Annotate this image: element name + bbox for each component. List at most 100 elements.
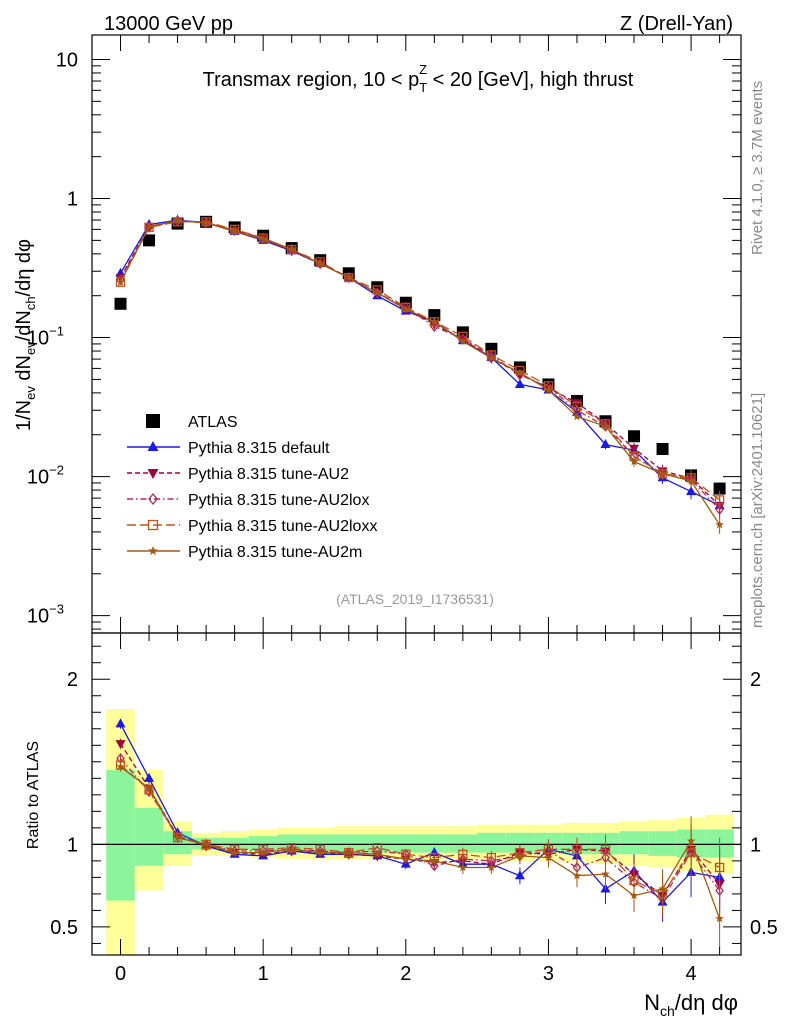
watermark: (ATLAS_2019_I1736531) bbox=[336, 591, 494, 607]
title-before: Transmax region, 10 < p bbox=[203, 69, 420, 91]
band-inner bbox=[134, 808, 164, 866]
xtick-label: 4 bbox=[686, 963, 697, 985]
legend-label-au2m: Pythia 8.315 tune-AU2m bbox=[188, 544, 362, 561]
legend-label-default: Pythia 8.315 default bbox=[188, 440, 330, 457]
main-line-au2lox bbox=[119, 220, 721, 510]
main-point-au2loxx bbox=[714, 495, 725, 505]
main-line-default bbox=[119, 219, 720, 507]
ratio-point-au2loxx bbox=[458, 849, 468, 859]
ratio-frame bbox=[91, 632, 742, 956]
ratio-point-au2m bbox=[315, 848, 325, 857]
title-sup: Z bbox=[419, 62, 427, 77]
ratio-point-au2m bbox=[230, 848, 239, 857]
mcplots-label: mcplots.cern.ch [arXiv:2401.10621] bbox=[749, 393, 766, 628]
legend-marker-au2loxx bbox=[147, 519, 159, 531]
xtick-label: 0 bbox=[115, 963, 126, 985]
main-point-atlas bbox=[485, 342, 498, 355]
main-point-au2m bbox=[258, 234, 268, 243]
ratio-point-au2m bbox=[515, 851, 525, 860]
legend-label-au2loxx: Pythia 8.315 tune-AU2loxx bbox=[188, 518, 377, 535]
main-point-au2m bbox=[658, 469, 667, 478]
ratio-point-au2m bbox=[373, 849, 382, 858]
main-point-au2m bbox=[544, 385, 553, 394]
legend-marker-au2lox bbox=[148, 492, 158, 506]
ratio-point-au2m bbox=[173, 833, 182, 842]
main-point-au2loxx bbox=[572, 401, 582, 412]
header-left: 13000 GeV pp bbox=[104, 13, 233, 35]
main-point-au2m bbox=[116, 277, 125, 286]
main-ylabel-text: 1/Nev dNev/dNch/dη dφ bbox=[13, 239, 38, 431]
header-right: Z (Drell-Yan) bbox=[620, 13, 733, 35]
main-ylabel: 1/Nev dNev/dNch/dη dφ bbox=[13, 239, 38, 431]
main-point-au2m bbox=[144, 221, 154, 231]
ratio-point-au2m bbox=[487, 863, 496, 872]
legend-marker-atlas bbox=[146, 414, 160, 428]
xtick-label: 1 bbox=[258, 963, 269, 985]
main-point-atlas bbox=[628, 430, 641, 443]
main-point-au2 bbox=[629, 444, 640, 454]
band-inner bbox=[391, 834, 421, 853]
ratio-point-au2m bbox=[201, 839, 211, 848]
legend: ATLAS Pythia 8.315 default Pythia 8.315 tu… bbox=[127, 414, 377, 561]
main-point-au2loxx bbox=[229, 224, 240, 235]
main-ytick-label: 10−3 bbox=[27, 602, 64, 628]
band-inner bbox=[248, 836, 278, 851]
ratio-point-au2m bbox=[401, 854, 411, 863]
main-point-atlas bbox=[114, 297, 127, 310]
ratio-point-au2lox bbox=[144, 785, 154, 798]
ratio-point-au2m bbox=[287, 844, 296, 853]
ratio-point-au2loxx bbox=[572, 844, 582, 854]
ratio-line-au2m bbox=[120, 766, 721, 919]
ratio-point-au2loxx bbox=[600, 844, 611, 854]
band-inner bbox=[420, 834, 449, 853]
band-inner bbox=[619, 831, 649, 855]
legend-marker-au2 bbox=[147, 469, 159, 479]
ratio-ytick-label-right: 1 bbox=[750, 834, 761, 856]
main-point-au2m bbox=[629, 457, 639, 466]
main-point-au2lox bbox=[487, 350, 496, 362]
main-point-default bbox=[514, 378, 525, 388]
ratio-point-au2m bbox=[344, 848, 353, 857]
main-point-au2m bbox=[515, 368, 525, 377]
main-panel: 10 1 10−1 10−2 10−3 Transmax region, 10 < pT… bbox=[13, 34, 742, 634]
legend-label-au2: Pythia 8.315 tune-AU2 bbox=[188, 466, 349, 483]
rivet-label: Rivet 4.1.0, ≥ 3.7M events bbox=[749, 81, 766, 255]
ratio-ytick-label: 1 bbox=[67, 834, 78, 856]
ratio-ytick-label: 0.5 bbox=[50, 917, 78, 939]
band-inner bbox=[220, 837, 249, 850]
ratio-point-au2lox bbox=[430, 860, 439, 872]
main-line-au2m bbox=[119, 220, 721, 526]
main-ticks: 10 1 10−1 10−2 10−3 bbox=[27, 35, 741, 633]
ratio-point-au2m bbox=[715, 914, 724, 923]
main-point-au2m bbox=[287, 245, 296, 254]
band-inner bbox=[477, 832, 506, 853]
main-point-au2m bbox=[315, 259, 325, 268]
ratio-point-au2m bbox=[458, 863, 468, 872]
main-point-au2m bbox=[487, 353, 496, 362]
ratio-point-au2 bbox=[115, 740, 126, 750]
ratio-line-au2loxx bbox=[120, 764, 720, 895]
main-point-au2m bbox=[715, 520, 724, 529]
band-inner bbox=[448, 834, 478, 853]
band-inner bbox=[305, 834, 335, 853]
main-point-au2 bbox=[286, 247, 297, 257]
ratio-ylabel: Ratio to ATLAS bbox=[25, 741, 42, 849]
band-inner bbox=[505, 832, 535, 853]
ratio-point-au2m bbox=[629, 891, 639, 900]
ratio-point-default bbox=[115, 718, 126, 728]
main-line-au2loxx bbox=[119, 221, 720, 501]
ratio-point-au2m bbox=[601, 869, 610, 878]
main-line-au2 bbox=[119, 220, 721, 506]
legend-label-atlas: ATLAS bbox=[188, 414, 238, 431]
main-title: Transmax region, 10 < pTZ < 20 [GeV], hi… bbox=[203, 62, 634, 95]
band-inner bbox=[106, 770, 135, 901]
main-point-au2m bbox=[230, 226, 239, 236]
main-point-au2m bbox=[173, 216, 182, 225]
ratio-ticks: 0.5 0.5 1 1 2 2 0 1 2 3 4 bbox=[50, 633, 778, 985]
main-ytick-label: 1 bbox=[67, 189, 78, 211]
ratio-point-au2m bbox=[430, 856, 439, 865]
ratio-point-au2loxx bbox=[287, 843, 297, 853]
legend-label-au2lox: Pythia 8.315 tune-AU2lox bbox=[188, 492, 369, 509]
legend-marker-default bbox=[147, 441, 159, 451]
